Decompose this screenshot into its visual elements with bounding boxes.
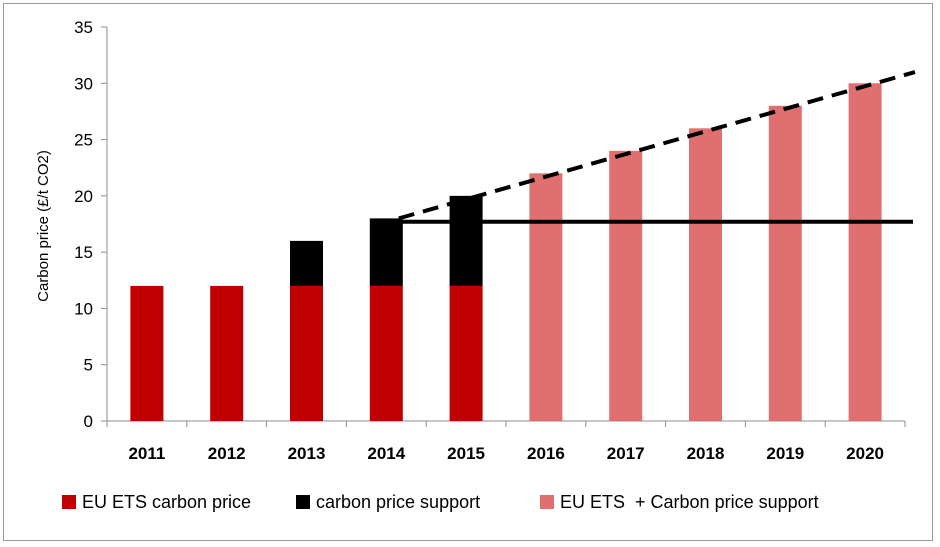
bar-segment: [449, 285, 483, 421]
bar-segment: [529, 173, 563, 421]
bar-segment: [369, 285, 403, 421]
legend-label: EU ETS carbon price: [82, 492, 251, 512]
y-tick-label: 30: [74, 74, 93, 93]
bar-segment: [689, 128, 722, 422]
legend-label: carbon price support: [316, 492, 480, 512]
bar-segment: [768, 105, 802, 422]
y-tick-label: 5: [84, 356, 93, 375]
y-tick-label: 35: [74, 18, 93, 37]
bar-segment: [290, 285, 323, 421]
x-tick-labels: 2011 2012 2013 2014 2015 2016 2017 2018 2019 2020: [128, 444, 884, 463]
legend-swatch: [296, 495, 310, 509]
x-tick-label: 2014: [367, 444, 405, 463]
y-tick-label: 0: [84, 412, 93, 431]
x-tick-label: 2013: [288, 444, 326, 463]
y-tick-label: 20: [74, 187, 93, 206]
x-tick-label: 2011: [128, 444, 165, 463]
x-tick-label: 2020: [846, 444, 884, 463]
bar-segment: [449, 195, 483, 286]
x-tick-label: 2017: [607, 444, 645, 463]
bar-segment: [369, 218, 403, 286]
x-tick-label: 2015: [447, 444, 485, 463]
y-axis-label: Carbon price (£/t CO2): [35, 150, 52, 302]
x-tick-label: 2016: [527, 444, 565, 463]
legend-label: EU ETS + Carbon price support: [560, 492, 819, 512]
bar-segment: [848, 83, 882, 422]
x-tick-label: 2019: [766, 444, 804, 463]
y-tick-label: 15: [74, 243, 93, 262]
projection-lines: [398, 70, 916, 224]
legend: EU ETS carbon price carbon price support E…: [62, 492, 819, 512]
y-tick-label: 10: [74, 299, 93, 318]
x-tick-label: 2018: [687, 444, 725, 463]
dashed-projection-line: [398, 70, 916, 221]
bar-segment: [130, 285, 164, 421]
bar-segment: [609, 150, 643, 422]
y-ticks: 0 5 10 15 20 25 30 35: [74, 18, 107, 431]
bars: [130, 83, 882, 422]
legend-swatch: [540, 495, 554, 509]
x-tick-label: 2012: [208, 444, 246, 463]
y-tick-label: 25: [74, 131, 93, 150]
legend-swatch: [62, 495, 76, 509]
bar-segment: [210, 285, 244, 421]
bar-segment: [290, 240, 323, 286]
